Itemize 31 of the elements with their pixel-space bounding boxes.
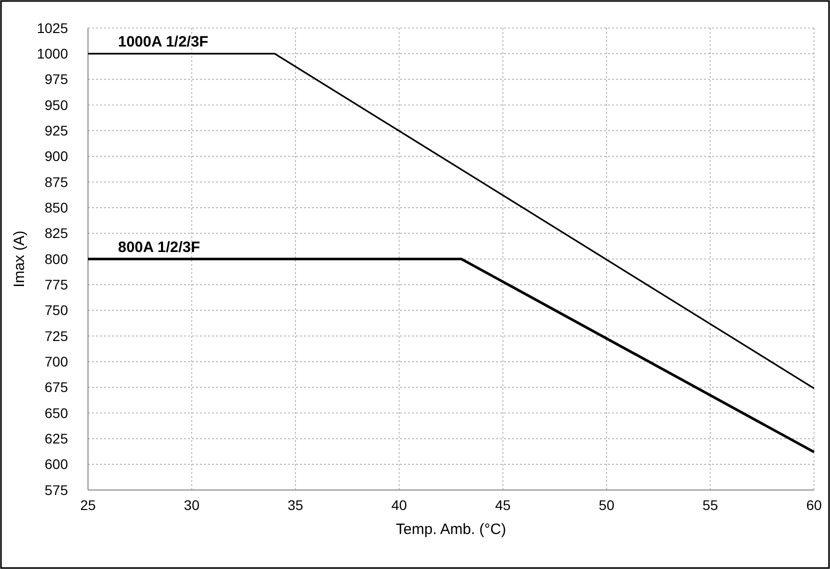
y-tick-label: 575 [44,482,68,498]
y-tick-label: 825 [44,225,68,242]
y-tick-label: 850 [44,200,68,216]
x-tick-label: 50 [598,497,615,513]
y-tick-label: 725 [44,328,68,344]
series-label: 800A 1/2/3F [118,239,200,256]
y-tick-label: 600 [44,456,68,472]
y-tick-label: 750 [44,302,68,318]
x-tick-label: 35 [288,497,304,513]
y-tick-label: 675 [44,379,68,396]
x-tick-label: 30 [184,497,200,513]
series-label: 1000A 1/2/3F [118,34,208,51]
y-tick-label: 950 [44,96,68,113]
x-tick-label: 55 [702,497,718,513]
x-tick-label: 45 [495,497,511,513]
y-tick-label: 975 [44,71,68,88]
y-tick-label: 650 [44,404,68,421]
y-tick-label: 700 [44,354,68,370]
y-tick-label: 1025 [36,20,68,36]
x-tick-label: 60 [806,497,822,513]
y-tick-label: 875 [44,174,68,190]
x-axis-title: Temp. Amb. (°C) [396,521,506,538]
y-axis-title: Imax (A) [11,230,28,288]
y-tick-label: 1000 [36,46,68,62]
x-tick-label: 25 [80,497,96,513]
y-tick-label: 625 [44,430,68,447]
y-tick-label: 775 [44,276,68,293]
y-tick-label: 900 [44,148,68,164]
x-tick-label: 40 [391,497,408,513]
y-tick-label: 925 [44,122,68,139]
y-tick-label: 800 [44,250,68,267]
